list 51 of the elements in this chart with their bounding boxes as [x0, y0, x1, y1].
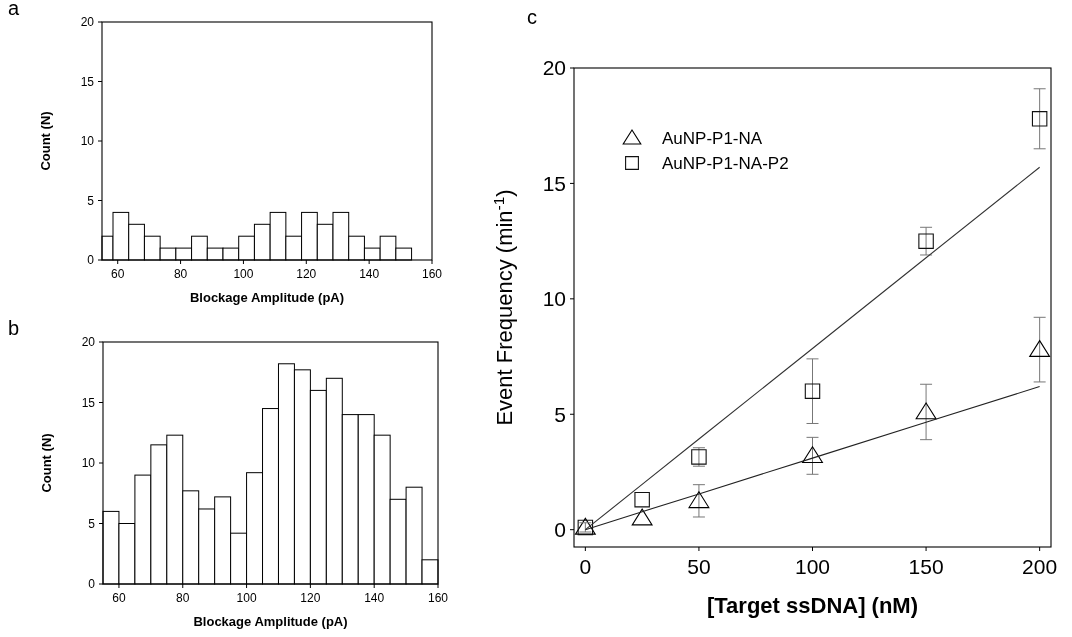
- x-tick-label: 80: [173, 267, 188, 281]
- y-tick-label: 10: [542, 287, 566, 311]
- y-tick-label: 0: [87, 253, 95, 268]
- x-tick-label: 160: [427, 591, 449, 605]
- y-tick-label: 15: [80, 74, 95, 89]
- y-tick-label: 15: [81, 395, 96, 410]
- y-tick-label: 15: [542, 171, 566, 195]
- x-tick-label: 50: [687, 555, 711, 578]
- point: [634, 491, 650, 508]
- y-tick-label: 0: [554, 518, 566, 542]
- x-tick-label: 120: [300, 591, 321, 605]
- x-axis-title: Blockage Amplitude (pA): [189, 290, 345, 305]
- y-tick-label: 0: [88, 577, 96, 592]
- legend-label: AuNP-P1-NA: [662, 129, 763, 148]
- x-tick-label: 160: [421, 267, 443, 281]
- x-tick-label: 100: [794, 555, 831, 578]
- point: [688, 491, 710, 509]
- x-tick-label: 100: [233, 267, 254, 281]
- x-tick-label: 60: [112, 591, 126, 605]
- point: [802, 446, 823, 464]
- x-tick-label: 140: [359, 267, 380, 281]
- x-tick-label: 120: [296, 267, 317, 281]
- y-tick-label: 10: [80, 134, 95, 149]
- point: [631, 508, 653, 526]
- x-tick-label: 60: [111, 267, 125, 281]
- x-tick-label: 0: [579, 555, 592, 578]
- x-tick-label: 140: [364, 591, 385, 605]
- point: [804, 383, 821, 399]
- x-tick-label: 80: [176, 591, 190, 605]
- point: [1029, 340, 1051, 357]
- text: b: [8, 317, 20, 339]
- legend-label: AuNP-P1-NA-P2: [662, 154, 789, 173]
- y-axis-title: Count (N): [38, 111, 53, 171]
- text: c: [527, 6, 537, 28]
- x-tick-label: 200: [1022, 555, 1058, 578]
- y-axis-title: Count (N): [39, 433, 54, 493]
- y-tick-label: 20: [80, 15, 95, 30]
- point: [915, 402, 937, 420]
- y-tick-label: 10: [81, 456, 96, 471]
- text: a: [8, 0, 20, 19]
- y-tick-label: 20: [81, 335, 96, 350]
- point: [918, 233, 934, 249]
- x-axis-title: Blockage Amplitude (pA): [193, 614, 348, 629]
- x-tick-label: 150: [908, 555, 944, 578]
- point: [1031, 111, 1048, 127]
- y-tick-label: 5: [554, 402, 566, 426]
- x-tick-label: 100: [236, 591, 257, 605]
- y-tick-label: 5: [87, 193, 95, 208]
- y-tick-label: 5: [88, 516, 96, 531]
- x-axis-title: [Target ssDNA] (nM): [706, 593, 919, 618]
- y-tick-label: 20: [542, 56, 566, 80]
